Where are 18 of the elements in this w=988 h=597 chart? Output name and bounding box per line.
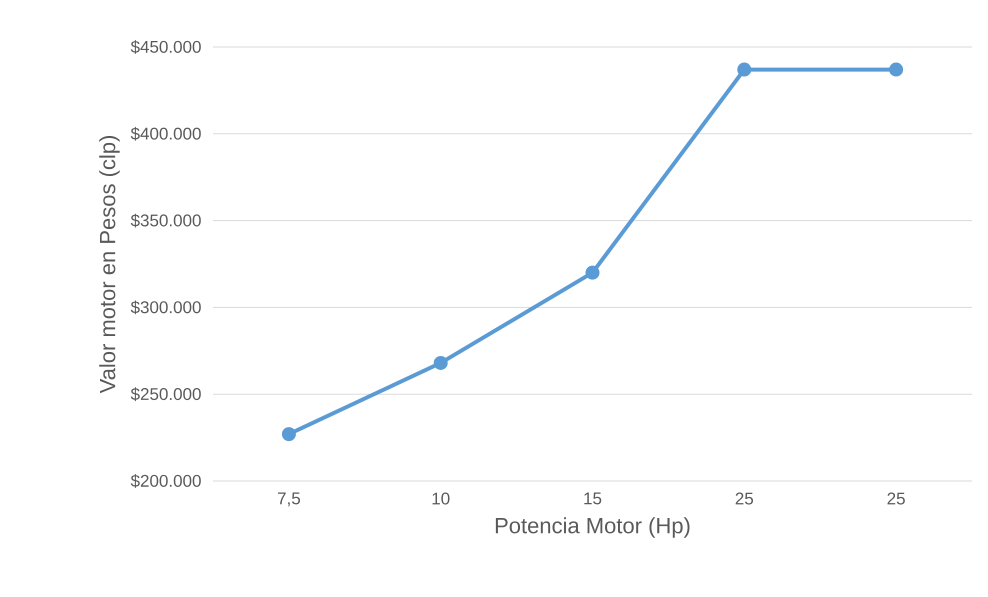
x-tick-label: 25 bbox=[888, 492, 905, 505]
x-tick-label: 25 bbox=[736, 492, 754, 505]
y-tick-label: $200.000 bbox=[130, 474, 201, 488]
y-tick-label: $250.000 bbox=[130, 387, 201, 402]
x-tick-label: 7,5 bbox=[278, 492, 300, 506]
y-axis-title: Valor motor en Pesos (clp) bbox=[99, 136, 120, 394]
y-tick-label: $300.000 bbox=[130, 300, 201, 314]
y-tick-label: $400.000 bbox=[130, 126, 201, 141]
y-tick-label: $350.000 bbox=[130, 214, 201, 228]
point bbox=[434, 356, 448, 370]
x-axis-title: Potencia Motor (Hp) bbox=[496, 517, 690, 538]
y-tick-label: $450.000 bbox=[130, 40, 201, 54]
point bbox=[737, 62, 752, 77]
x-tick-label: 15 bbox=[584, 492, 602, 504]
point bbox=[586, 266, 600, 280]
point bbox=[282, 427, 296, 442]
point bbox=[889, 62, 904, 77]
x-tick-label: 10 bbox=[432, 492, 450, 505]
